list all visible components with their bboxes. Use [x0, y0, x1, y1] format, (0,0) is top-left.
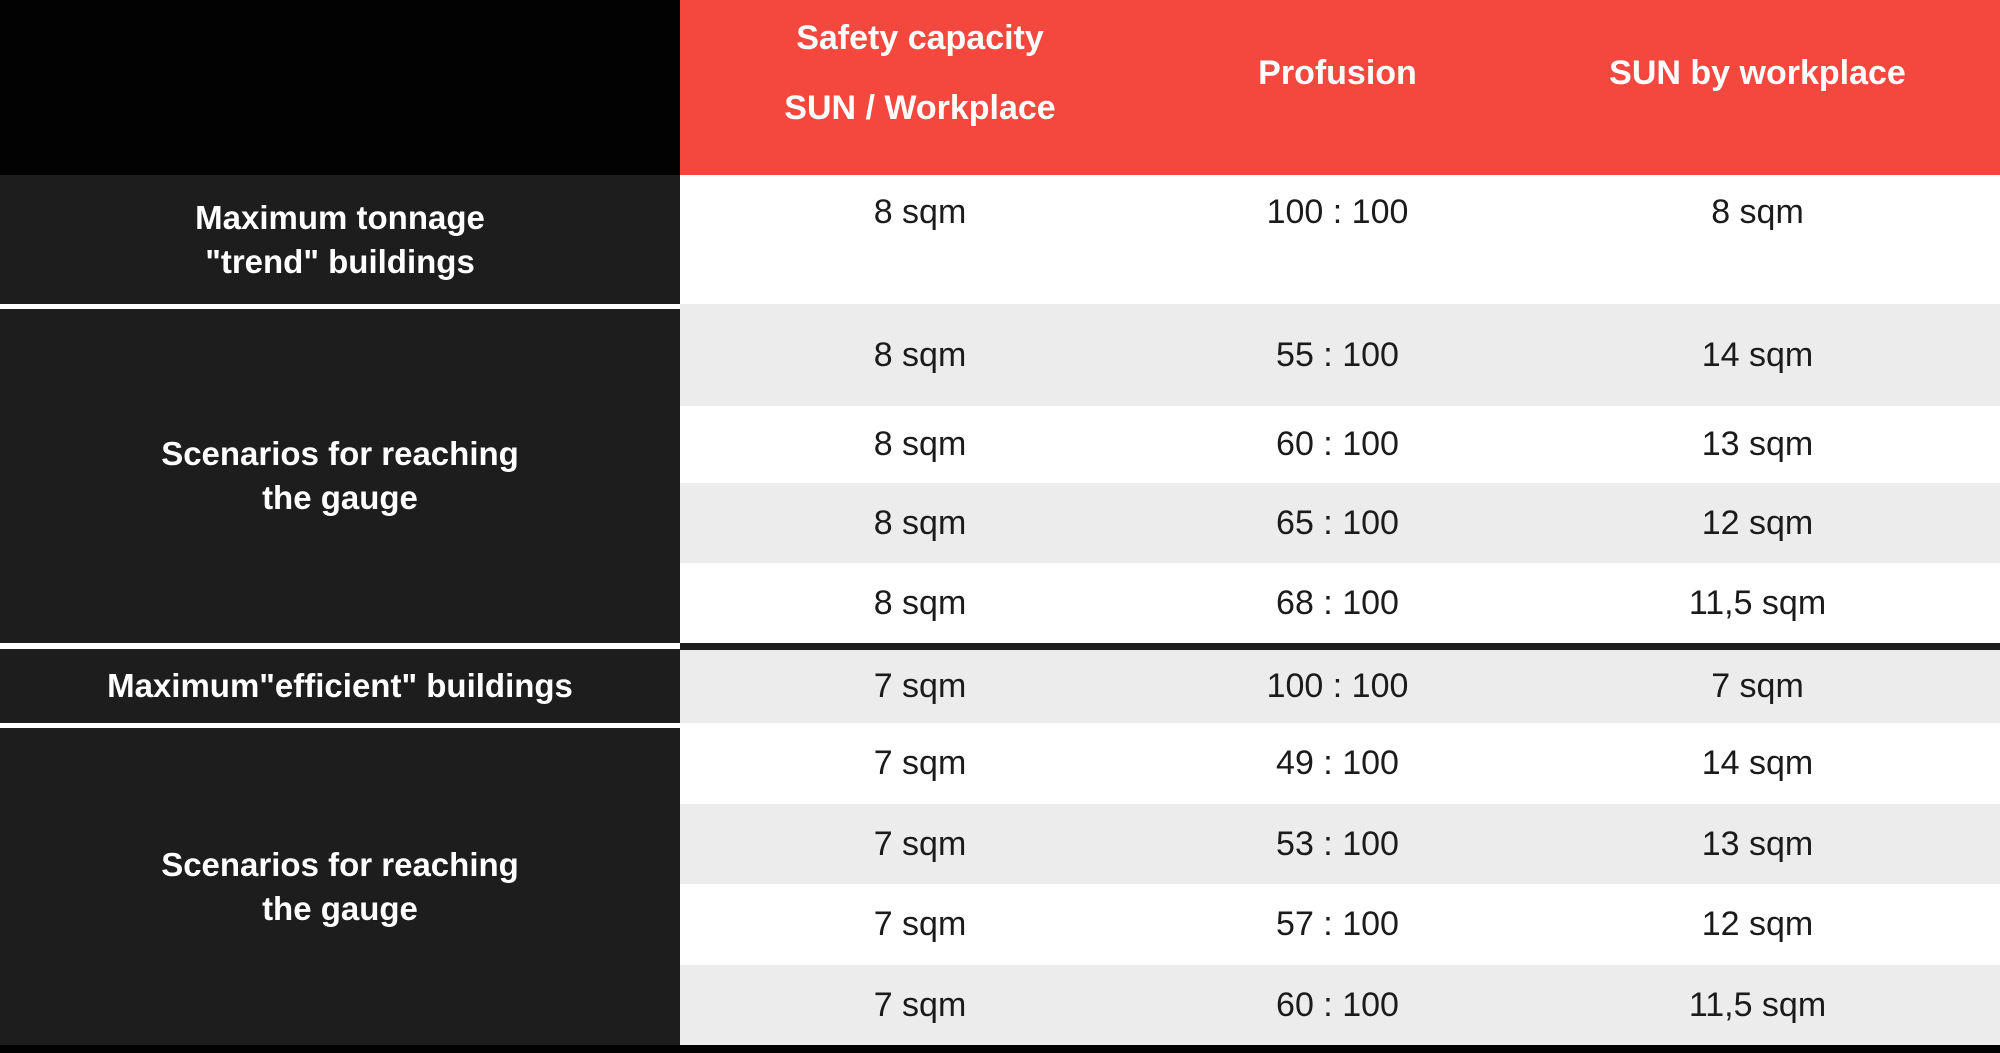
cell-sun: 11,5 sqm [1688, 985, 1827, 1024]
header-line: SUN / Workplace [784, 88, 1056, 127]
cell-sun: 8 sqm [1711, 193, 1804, 231]
table-row: 8 sqm 55 : 100 14 sqm [680, 304, 2000, 406]
cell-capacity: 7 sqm [873, 824, 967, 863]
cell-profusion: 57 : 100 [1276, 905, 1399, 943]
cell-profusion: 49 : 100 [1276, 744, 1399, 782]
cell-capacity: 8 sqm [873, 193, 967, 231]
label-line: the gauge [262, 889, 418, 927]
table-row: 7 sqm 49 : 100 14 sqm [680, 723, 2000, 804]
cell-sun: 14 sqm [1701, 335, 1814, 374]
table-row: 7 sqm 57 : 100 12 sqm [680, 884, 2000, 965]
cell-capacity: 7 sqm [873, 985, 967, 1024]
cell-sun: 13 sqm [1701, 425, 1814, 463]
table-row: 8 sqm 65 : 100 12 sqm [680, 483, 2000, 563]
cell-capacity: 8 sqm [873, 583, 967, 622]
cell-capacity: 8 sqm [873, 503, 967, 542]
cell-sun: 14 sqm [1701, 744, 1814, 782]
header-sun-by-workplace: SUN by workplace [1515, 0, 2000, 175]
table-row: 8 sqm 60 : 100 13 sqm [680, 406, 2000, 483]
header-line: Profusion [1258, 53, 1417, 92]
header-line: SUN by workplace [1609, 53, 1906, 92]
cell-profusion: 100 : 100 [1266, 193, 1409, 231]
table-row: 8 sqm 68 : 100 11,5 sqm [680, 563, 2000, 643]
cell-sun: 12 sqm [1701, 503, 1814, 542]
header-line: Safety capacity [796, 18, 1044, 57]
row-group-label-scenarios-2: Scenarios for reaching the gauge [0, 728, 680, 1045]
cell-sun: 12 sqm [1701, 905, 1814, 943]
cell-capacity: 7 sqm [873, 905, 967, 943]
cell-capacity: 8 sqm [873, 335, 967, 374]
label-line: Scenarios for reaching [161, 435, 519, 473]
cell-profusion: 60 : 100 [1276, 425, 1399, 463]
cell-profusion: 68 : 100 [1276, 583, 1399, 622]
row-separator [0, 304, 680, 309]
table-row: 7 sqm 60 : 100 11,5 sqm [680, 965, 2000, 1045]
cell-sun: 7 sqm [1711, 667, 1804, 705]
cell-sun: 13 sqm [1701, 824, 1814, 863]
label-line: Scenarios for reaching [161, 845, 519, 883]
row-separator [0, 643, 680, 649]
table-corner-cell [0, 0, 680, 175]
cell-profusion: 100 : 100 [1266, 667, 1409, 705]
row-group-label-scenarios-1: Scenarios for reaching the gauge [0, 309, 680, 643]
cell-profusion: 65 : 100 [1276, 503, 1399, 542]
table-row: 7 sqm 53 : 100 13 sqm [680, 804, 2000, 884]
table-header: Safety capacity SUN / Workplace Profusio… [680, 0, 2000, 175]
table-row: 7 sqm 100 : 100 7 sqm [680, 650, 2000, 723]
row-group-label-max-efficient: Maximum"efficient" buildings [0, 649, 680, 723]
row-group-label-max-trend: Maximum tonnage "trend" buildings [0, 175, 680, 304]
cell-capacity: 7 sqm [873, 744, 967, 782]
data-columns: Safety capacity SUN / Workplace Profusio… [680, 0, 2000, 1045]
label-line: "trend" buildings [205, 242, 475, 280]
cell-capacity: 7 sqm [873, 667, 967, 705]
label-line: Maximum"efficient" buildings [107, 667, 573, 705]
row-label-column: Maximum tonnage "trend" buildings Scenar… [0, 0, 680, 1045]
header-safety-capacity: Safety capacity SUN / Workplace [680, 0, 1160, 175]
cell-profusion: 53 : 100 [1276, 824, 1399, 863]
cell-sun: 11,5 sqm [1688, 583, 1827, 622]
bottom-border [0, 1045, 2000, 1053]
header-profusion: Profusion [1160, 0, 1515, 175]
label-line: Maximum tonnage [195, 198, 485, 236]
cell-capacity: 8 sqm [873, 425, 967, 463]
cell-profusion: 60 : 100 [1276, 985, 1399, 1024]
row-separator [0, 723, 680, 728]
table-row: 8 sqm 100 : 100 8 sqm [680, 175, 2000, 304]
section-divider [680, 643, 2000, 650]
cell-profusion: 55 : 100 [1276, 335, 1399, 374]
label-line: the gauge [262, 479, 418, 516]
